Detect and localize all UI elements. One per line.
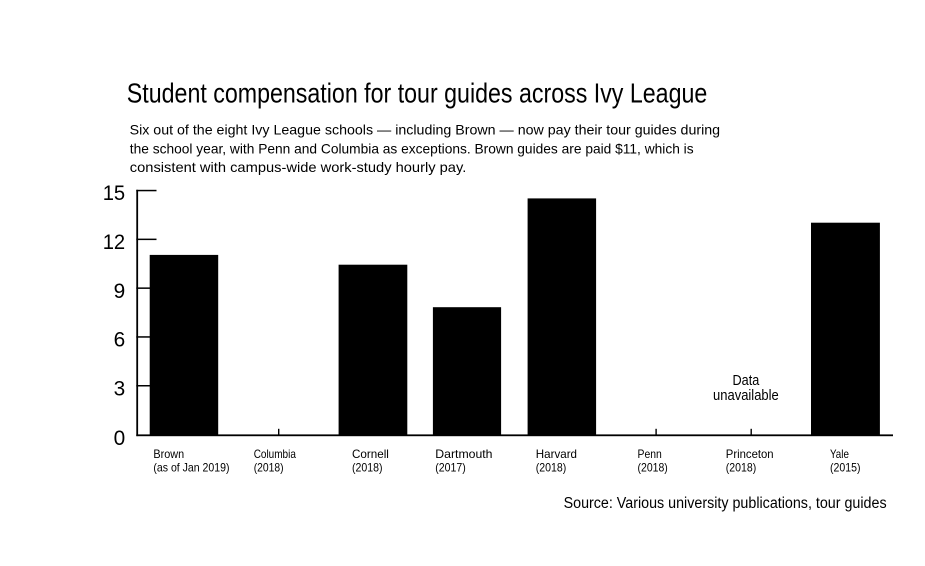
svg-text:consistent with campus-wide wo: consistent with campus-wide work-study h… [130, 159, 467, 175]
svg-text:0: 0 [114, 426, 126, 450]
svg-text:(2015): (2015) [830, 461, 861, 475]
svg-text:Yale: Yale [830, 447, 849, 461]
svg-text:(2017): (2017) [435, 461, 466, 475]
svg-text:Harvard: Harvard [536, 447, 577, 461]
svg-text:12: 12 [103, 230, 126, 254]
svg-text:Student compensation for tour: Student compensation for tour guides acr… [127, 78, 708, 109]
svg-text:15: 15 [103, 181, 126, 205]
svg-text:Columbia: Columbia [254, 447, 296, 461]
svg-text:Cornell: Cornell [352, 447, 389, 461]
svg-text:Data: Data [733, 373, 761, 389]
svg-text:(2018): (2018) [536, 461, 567, 475]
svg-text:Princeton: Princeton [726, 447, 774, 461]
svg-text:(2018): (2018) [638, 461, 668, 475]
svg-text:Source: Various university pub: Source: Various university publications,… [564, 495, 887, 512]
svg-text:unavailable: unavailable [713, 388, 779, 404]
svg-text:(as of Jan 2019): (as of Jan 2019) [153, 461, 229, 475]
svg-text:(2018): (2018) [254, 461, 284, 475]
svg-text:(2018): (2018) [726, 461, 756, 475]
svg-text:Dartmouth: Dartmouth [435, 447, 492, 461]
svg-text:Six out of the eight Ivy Leagu: Six out of the eight Ivy League schools … [130, 122, 721, 138]
svg-text:(2018): (2018) [352, 461, 383, 475]
svg-text:the school year, with Penn and: the school year, with Penn and Columbia … [130, 140, 694, 156]
svg-text:Penn: Penn [638, 447, 662, 461]
svg-text:6: 6 [114, 328, 126, 352]
svg-text:Brown: Brown [153, 447, 184, 461]
svg-text:9: 9 [114, 279, 126, 303]
svg-text:3: 3 [114, 376, 126, 400]
